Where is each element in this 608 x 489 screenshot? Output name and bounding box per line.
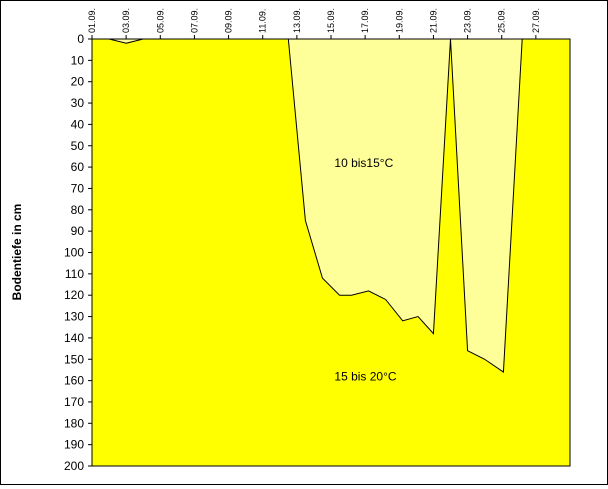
y-tick-label: 190	[64, 438, 84, 452]
y-axis-label: Bodentiefe in cm	[10, 203, 24, 301]
y-tick-label: 90	[71, 224, 85, 238]
y-tick-label: 0	[77, 32, 84, 46]
y-tick-label: 40	[71, 117, 85, 131]
y-tick-label: 130	[64, 310, 84, 324]
y-tick-label: 180	[64, 416, 84, 430]
x-tick-label: 21.09.	[428, 8, 438, 33]
x-tick-label: 27.09.	[531, 8, 541, 33]
y-tick-label: 120	[64, 288, 84, 302]
y-tick-label: 50	[71, 139, 85, 153]
y-tick-label: 170	[64, 395, 84, 409]
y-tick-label: 100	[64, 246, 84, 260]
y-tick-label: 150	[64, 352, 84, 366]
zone-area-upper-0	[109, 39, 144, 44]
x-tick-label: 17.09.	[360, 8, 370, 33]
x-tick-label: 09.09.	[224, 8, 234, 33]
y-tick-label: 30	[71, 96, 85, 110]
y-tick-label: 140	[64, 331, 84, 345]
x-tick-label: 11.09.	[258, 9, 268, 33]
y-tick-label: 20	[71, 75, 85, 89]
y-tick-label: 160	[64, 374, 84, 388]
x-tick-label: 01.09.	[87, 8, 97, 33]
y-tick-label: 110	[65, 267, 84, 281]
x-tick-label: 07.09.	[189, 8, 199, 33]
x-tick-label: 23.09.	[463, 8, 473, 33]
x-tick-label: 13.09.	[292, 8, 302, 33]
zone-area-upper-1	[288, 39, 523, 373]
x-tick-label: 19.09.	[394, 8, 404, 33]
x-tick-label: 15.09.	[326, 8, 336, 33]
x-tick-label: 03.09.	[121, 8, 131, 33]
boundary-line-1	[287, 38, 523, 373]
zone-label-1: 15 bis 20°C	[334, 369, 397, 383]
boundary-line-0	[108, 38, 144, 44]
zone-label-0: 10 bis15°C	[334, 156, 393, 170]
y-tick-label: 200	[64, 459, 84, 473]
x-tick-label: 25.09.	[497, 8, 507, 33]
y-tick-label: 10	[71, 53, 85, 67]
x-tick-label: 05.09.	[155, 8, 165, 33]
y-tick-label: 80	[71, 203, 85, 217]
y-tick-label: 60	[71, 160, 85, 174]
y-tick-label: 70	[71, 181, 85, 195]
